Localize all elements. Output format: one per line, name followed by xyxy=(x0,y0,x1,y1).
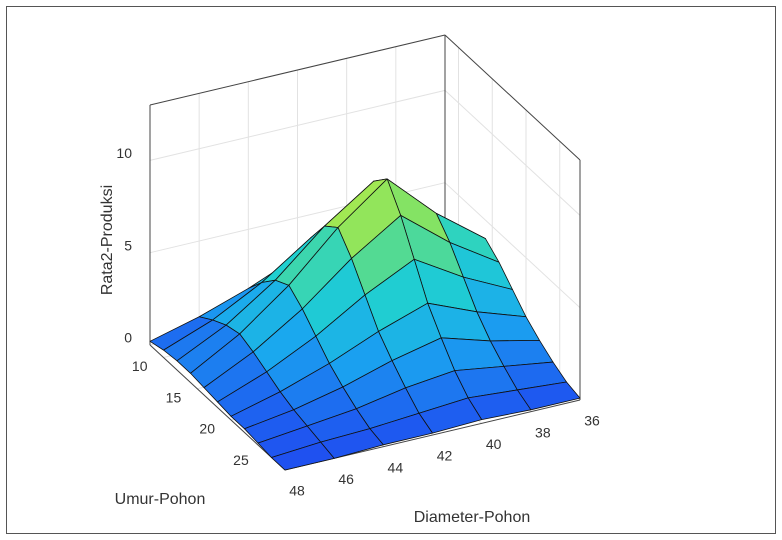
y-tick-label: 42 xyxy=(437,448,453,464)
axis-line xyxy=(444,34,581,161)
x-axis-label: Umur-Pohon xyxy=(115,491,206,508)
grid-line xyxy=(444,182,581,309)
z-axis-label: Rata2-Produksi xyxy=(99,185,116,295)
z-tick-label: 10 xyxy=(116,145,132,161)
x-tick-label: 25 xyxy=(233,452,249,468)
x-tick-label: 15 xyxy=(166,389,182,405)
surface-patch xyxy=(271,441,335,471)
axis-line xyxy=(149,34,446,106)
z-tick-label: 5 xyxy=(124,237,132,253)
grid-line xyxy=(444,90,581,216)
z-tick-label: 0 xyxy=(124,330,132,346)
y-axis-label: Diameter-Pohon xyxy=(414,509,531,526)
x-tick-label: 20 xyxy=(199,421,215,437)
y-tick-label: 38 xyxy=(535,424,551,440)
y-tick-label: 40 xyxy=(486,436,502,452)
y-tick-label: 44 xyxy=(388,459,404,475)
x-tick-label: 10 xyxy=(132,358,148,374)
y-tick-label: 46 xyxy=(338,471,354,487)
axis-line xyxy=(149,344,286,471)
y-tick-label: 36 xyxy=(584,413,600,429)
y-tick-label: 48 xyxy=(289,483,305,499)
